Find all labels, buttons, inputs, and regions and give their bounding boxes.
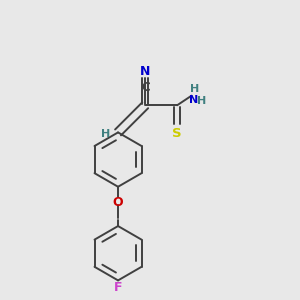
Text: F: F [114, 281, 122, 294]
Text: H: H [197, 96, 206, 106]
Text: O: O [113, 196, 123, 208]
Text: N: N [140, 64, 150, 78]
Text: H: H [190, 84, 200, 94]
Text: H: H [101, 129, 110, 139]
Text: S: S [172, 127, 182, 140]
Text: N: N [188, 95, 198, 106]
Text: C: C [141, 81, 150, 94]
